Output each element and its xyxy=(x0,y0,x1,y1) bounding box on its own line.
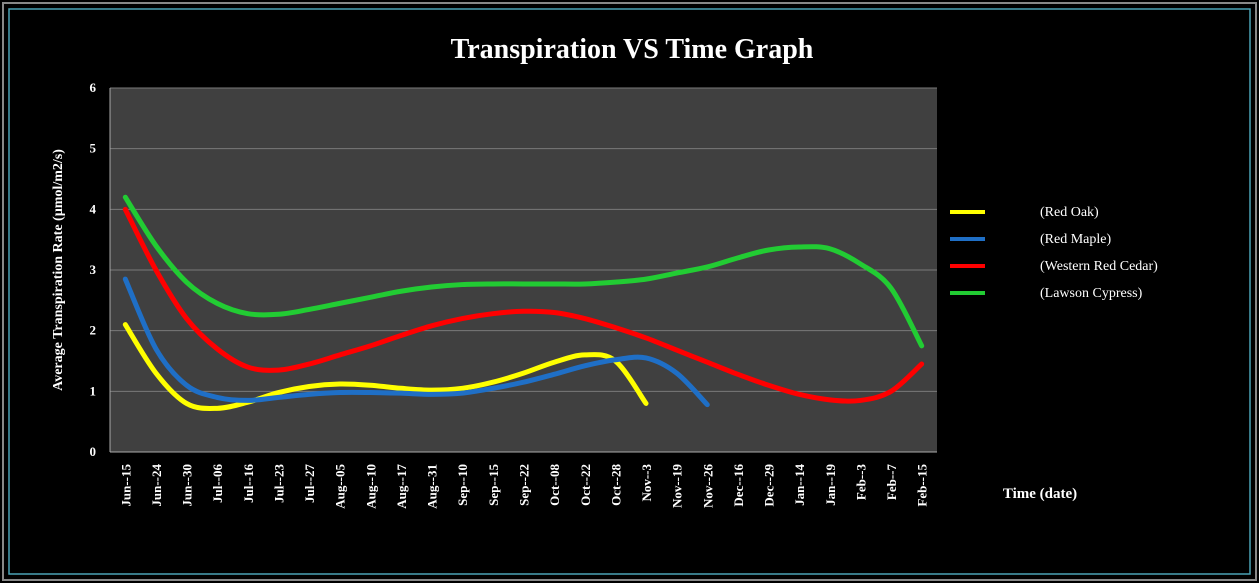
x-tick-label: Jul--16 xyxy=(241,464,256,504)
x-tick-label: Sep--22 xyxy=(517,464,532,506)
y-tick-label: 4 xyxy=(90,201,97,216)
x-axis-label: Time (date) xyxy=(1003,486,1077,502)
y-tick-label: 0 xyxy=(90,444,97,459)
x-tick-label: Dec--16 xyxy=(731,464,746,507)
x-tick-label: Aug--05 xyxy=(333,464,348,509)
x-tick-label: Feb--7 xyxy=(884,464,899,501)
x-tick-label: Jun--24 xyxy=(149,464,164,507)
x-tick-label: Sep--15 xyxy=(486,464,501,506)
legend-label: (Red Maple) xyxy=(1040,232,1111,247)
y-tick-label: 2 xyxy=(90,323,97,338)
x-tick-label: Nov--3 xyxy=(639,464,654,502)
y-tick-label: 3 xyxy=(90,262,97,277)
x-tick-label: Jul--06 xyxy=(210,464,225,504)
chart-title: Transpiration VS Time Graph xyxy=(451,34,814,65)
x-tick-label: Feb--15 xyxy=(915,464,930,507)
y-tick-label: 6 xyxy=(90,80,97,95)
x-tick-label: Jul--27 xyxy=(302,464,317,504)
legend-label: (Red Oak) xyxy=(1040,205,1099,220)
x-tick-label: Aug--10 xyxy=(363,464,378,509)
series-line xyxy=(122,276,710,408)
legend-label: (Lawson Cypress) xyxy=(1040,286,1143,301)
series-line xyxy=(122,206,925,404)
x-tick-label: Oct--22 xyxy=(578,464,593,506)
y-axis-label: Average Transpiration Rate (µmol/m2/s) xyxy=(51,149,66,391)
y-tick-label: 1 xyxy=(90,383,97,398)
x-tick-label: Oct--28 xyxy=(608,464,623,506)
x-tick-label: Jan--14 xyxy=(792,464,807,506)
series-line xyxy=(122,322,649,411)
x-tick-label: Feb--3 xyxy=(853,464,868,501)
x-tick-label: Jan--19 xyxy=(823,464,838,506)
series-line xyxy=(122,194,925,349)
x-tick-label: Jun--30 xyxy=(180,464,195,507)
x-tick-label: Dec--29 xyxy=(762,464,777,507)
x-tick-label: Aug--31 xyxy=(425,464,440,509)
x-tick-label: Nov--19 xyxy=(670,464,685,509)
inner-border xyxy=(8,8,1251,575)
x-tick-label: Sep--10 xyxy=(455,464,470,506)
legend-label: (Western Red Cedar) xyxy=(1040,259,1158,274)
y-tick-label: 5 xyxy=(90,141,97,156)
x-tick-label: Jun--15 xyxy=(118,464,133,507)
x-tick-label: Nov--26 xyxy=(700,464,715,509)
x-tick-label: Aug--17 xyxy=(394,464,409,509)
x-tick-label: Jul--23 xyxy=(271,464,286,504)
x-tick-label: Oct--08 xyxy=(547,464,562,506)
